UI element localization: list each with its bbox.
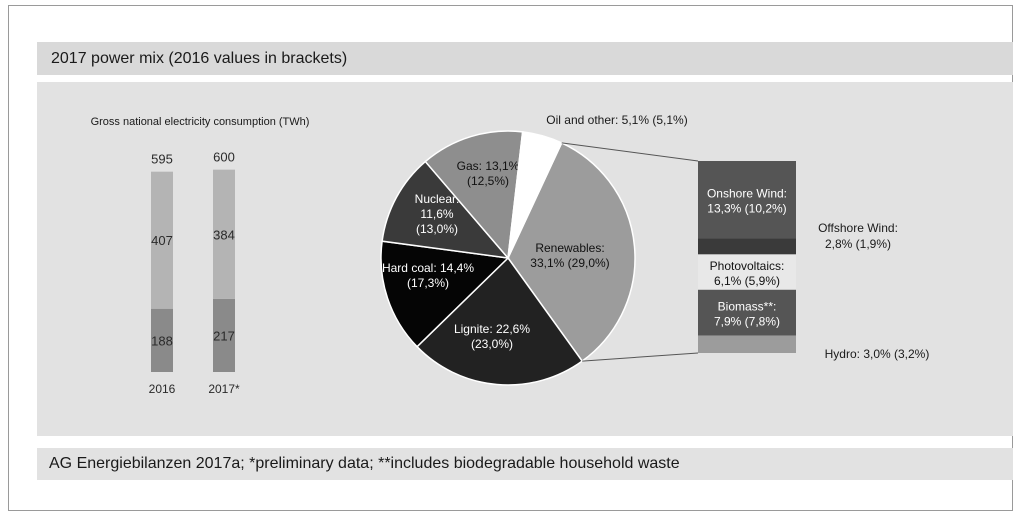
pie-slice-label: Renewables: (535, 241, 604, 255)
pie-slice (416, 256, 584, 386)
bar-total-label: 600 (213, 150, 235, 165)
bar-total-label: 595 (151, 152, 173, 167)
bar-value-label: 407 (151, 233, 173, 248)
breakdown-label: 13,3% (10,2%) (707, 202, 786, 216)
bar-segment-2016-0 (151, 308, 173, 372)
pie-slice-label: (12,5%) (467, 174, 509, 188)
bar-value-label: 217 (213, 328, 235, 343)
pie-slice (380, 240, 510, 348)
pie-slice-label: (23,0%) (471, 337, 513, 351)
bar-segment-2017-1 (213, 169, 235, 299)
bar-segment-2017-0 (213, 298, 235, 372)
breakdown-label: Photovoltaics: (710, 259, 785, 273)
breakdown-label: Onshore Wind: (707, 187, 787, 201)
pie-slice-label: 33,1% (29,0%) (530, 256, 609, 270)
breakdown-segment (698, 335, 796, 353)
breakdown-segment (698, 254, 796, 290)
figure-source-note: AG Energiebilanzen 2017a; *preliminary d… (49, 455, 680, 472)
bar-value-label: 384 (213, 227, 235, 242)
pie-slice (507, 141, 636, 363)
bar-chart-title: Gross national electricity consumption (… (91, 116, 310, 128)
pie-slice-label: Gas: 13,1% (457, 159, 520, 173)
breakdown-segment (698, 289, 796, 336)
figure-title: 2017 power mix (2016 values in brackets) (51, 50, 348, 67)
pie-slice-label: (17,3%) (407, 276, 449, 290)
pie-slice-label: Lignite: 22,6% (454, 322, 530, 336)
pie-slice (507, 131, 563, 259)
bar-category-label: 2016 (149, 382, 176, 396)
pie-slice (424, 130, 524, 260)
connector-line (582, 352, 699, 362)
pie-slice-label: Hard coal: 14,4% (382, 261, 474, 275)
breakdown-label: 2,8% (1,9%) (825, 237, 891, 251)
pie-slice-label: (13,0%) (416, 222, 458, 236)
connector-line (561, 142, 699, 162)
bar-segment-2016-1 (151, 171, 173, 309)
breakdown-label: 6,1% (5,9%) (714, 274, 780, 288)
pie-slice-label: Oil and other: 5,1% (5,1%) (546, 113, 687, 127)
pie-slice (381, 160, 510, 260)
bar-value-label: 188 (151, 333, 173, 348)
breakdown-label: Hydro: 3,0% (3,2%) (825, 347, 930, 361)
breakdown-label: Biomass**: (718, 300, 777, 314)
breakdown-segment (698, 238, 796, 255)
breakdown-label: Offshore Wind: (818, 221, 898, 235)
figure-header: 2017 power mix (2016 values in brackets) (37, 42, 1013, 75)
breakdown-label: 7,9% (7,8%) (714, 315, 780, 329)
pie-slice-label: Nuclear: (415, 192, 460, 206)
bar-category-label: 2017* (208, 382, 240, 396)
breakdown-segment (698, 161, 796, 239)
pie-slice-label: 11,6% (420, 207, 453, 221)
figure-footer: AG Energiebilanzen 2017a; *preliminary d… (37, 448, 1013, 480)
